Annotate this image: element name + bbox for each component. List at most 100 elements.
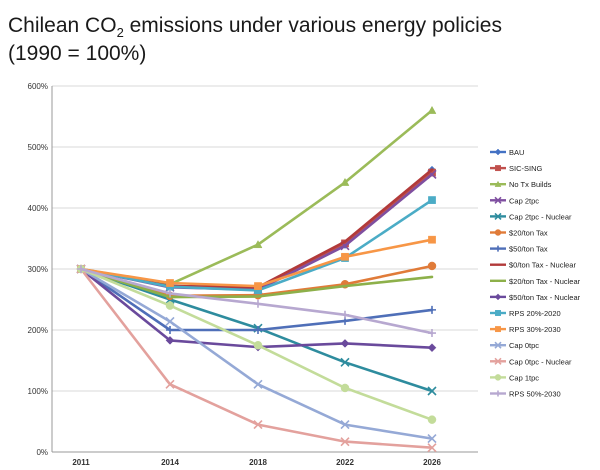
data-point bbox=[165, 336, 175, 345]
data-point bbox=[340, 383, 350, 393]
legend-swatch-marker bbox=[495, 390, 501, 397]
series-14 bbox=[76, 264, 437, 424]
legend-item: Cap 2tpc - Nuclear bbox=[490, 212, 572, 221]
y-tick-label: 300% bbox=[28, 265, 48, 274]
legend-swatch-marker bbox=[494, 148, 502, 156]
series-line bbox=[79, 168, 434, 289]
legend-swatch-marker bbox=[494, 293, 502, 301]
legend-item: $20/ton Tax bbox=[490, 229, 548, 238]
data-point bbox=[254, 326, 262, 334]
legend-swatch-marker bbox=[495, 245, 501, 252]
legend-item: BAU bbox=[490, 148, 524, 157]
legend-item: Cap 0tpc bbox=[490, 341, 539, 350]
legend-label: Cap 1tpc bbox=[509, 373, 539, 382]
legend-swatch-marker bbox=[495, 326, 501, 333]
x-tick-label-2018: 2018 bbox=[249, 458, 267, 467]
data-point bbox=[254, 282, 262, 290]
data-point bbox=[427, 343, 437, 353]
data-point bbox=[77, 265, 85, 273]
legend-item: $50/ton Tax - Nuclear bbox=[490, 293, 581, 302]
legend-label: Cap 0tpc - Nuclear bbox=[509, 357, 572, 366]
data-point bbox=[427, 386, 437, 396]
data-point bbox=[427, 261, 437, 271]
legend-item: $0/ton Tax - Nuclear bbox=[490, 261, 576, 270]
y-tick-label: 0% bbox=[36, 448, 48, 457]
legend-item: RPS 50%-2030 bbox=[490, 390, 561, 399]
y-tick-label: 400% bbox=[28, 204, 48, 213]
data-point bbox=[428, 305, 436, 314]
legend-item: Cap 0tpc - Nuclear bbox=[490, 357, 572, 366]
legend-item: No Tx Builds bbox=[490, 180, 552, 189]
legend-swatch-marker bbox=[495, 310, 501, 316]
legend-swatch-marker bbox=[494, 229, 502, 236]
data-point bbox=[428, 329, 436, 338]
series-lines bbox=[76, 105, 437, 453]
data-point bbox=[165, 379, 175, 389]
data-point bbox=[340, 339, 350, 348]
legend-swatch-marker bbox=[494, 374, 502, 381]
data-point bbox=[254, 299, 262, 308]
series-line bbox=[79, 267, 434, 299]
legend-label: BAU bbox=[509, 148, 524, 157]
legend-label: $50/ton Tax - Nuclear bbox=[509, 293, 581, 302]
data-point bbox=[428, 235, 436, 244]
legend-item: SIC-SING bbox=[490, 164, 543, 173]
data-point bbox=[340, 419, 350, 430]
series-15 bbox=[77, 265, 436, 338]
data-point bbox=[427, 105, 437, 114]
legend-swatch-marker bbox=[494, 196, 502, 204]
y-tick-label: 200% bbox=[28, 326, 48, 335]
data-point bbox=[428, 196, 436, 204]
legend-item: Cap 2tpc bbox=[490, 196, 539, 205]
data-point bbox=[427, 434, 437, 444]
legend-item: RPS 20%-2020 bbox=[490, 309, 561, 318]
series-8 bbox=[79, 267, 434, 299]
axes: 0% 100% 200% 300% 400% 500% 600% 2011 2014 2018 20… bbox=[28, 82, 478, 467]
legend: BAU SIC-SING No Tx Builds Cap 2tpc Cap 2tpc … bbox=[490, 148, 581, 399]
data-point bbox=[427, 443, 437, 453]
series-1 bbox=[77, 168, 436, 293]
data-point bbox=[165, 301, 175, 310]
x-tick-label-2014: 2014 bbox=[161, 458, 179, 467]
data-point bbox=[166, 279, 174, 287]
data-point bbox=[340, 177, 350, 186]
chart-title: Chilean CO2 emissions under various ener… bbox=[8, 14, 502, 40]
legend-swatch-marker bbox=[494, 180, 502, 187]
data-point bbox=[340, 357, 350, 367]
x-tick-label-2026: 2026 bbox=[423, 458, 441, 467]
legend-label: SIC-SING bbox=[509, 164, 543, 173]
y-tick-label: 100% bbox=[28, 387, 48, 396]
legend-item: $50/ton Tax bbox=[490, 245, 548, 254]
data-point bbox=[253, 379, 263, 389]
data-point bbox=[166, 326, 174, 334]
legend-label: Cap 2tpc bbox=[509, 196, 539, 205]
series-line bbox=[79, 109, 434, 286]
data-point bbox=[166, 289, 174, 298]
data-point bbox=[340, 437, 350, 447]
legend-label: No Tx Builds bbox=[509, 180, 552, 189]
chart-title-part-1: Chilean CO bbox=[8, 14, 117, 37]
data-point bbox=[427, 415, 437, 424]
legend-swatch-marker bbox=[494, 212, 502, 220]
chart-title-part-3: emissions under various energy policies bbox=[124, 14, 502, 37]
data-point bbox=[253, 419, 263, 430]
data-point bbox=[165, 316, 175, 327]
series-line bbox=[79, 168, 434, 289]
legend-label: $50/ton Tax bbox=[509, 245, 548, 254]
legend-item: RPS 30%-2030 bbox=[490, 325, 561, 334]
series-0 bbox=[76, 165, 437, 292]
x-tick-label-2022: 2022 bbox=[336, 458, 354, 467]
series-line bbox=[79, 171, 434, 290]
legend-label: Cap 2tpc - Nuclear bbox=[509, 212, 572, 221]
legend-swatch-marker bbox=[495, 165, 501, 172]
legend-item: Cap 1tpc bbox=[490, 373, 539, 382]
series-2 bbox=[76, 105, 437, 288]
series-7 bbox=[79, 168, 434, 289]
data-point bbox=[253, 341, 263, 350]
series-line bbox=[79, 173, 434, 292]
legend-item: $20/ton Tax - Nuclear bbox=[490, 277, 581, 286]
data-point bbox=[341, 252, 349, 261]
x-tick-label-2011: 2011 bbox=[72, 458, 90, 467]
legend-label: $20/ton Tax bbox=[509, 229, 548, 238]
